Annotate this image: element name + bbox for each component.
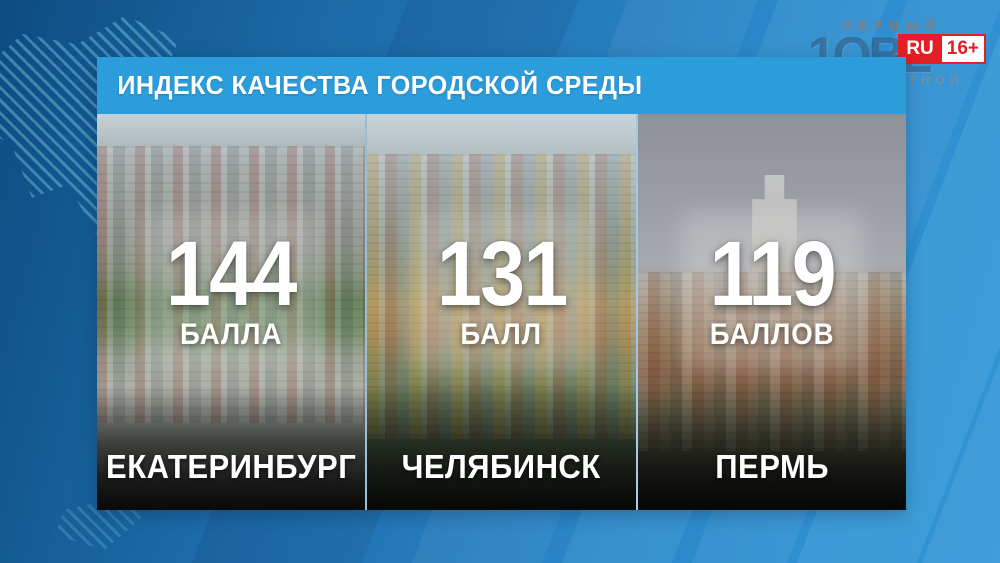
score-unit: БАЛЛА [179, 318, 283, 351]
score-value: 144 [166, 223, 298, 325]
score-value: 119 [709, 223, 836, 325]
city-card-perm: 119 БАЛЛОВ ПЕРМЬ [637, 114, 906, 510]
city-name: ЕКАТЕРИНБУРГ [106, 448, 357, 485]
city-card-yekaterinburg: 144 БАЛЛА ЕКАТЕРИНБУРГ [97, 114, 366, 510]
page-title: ИНДЕКС КАЧЕСТВА ГОРОДСКОЙ СРЕДЫ [117, 70, 643, 100]
channel-watermark: 1OBL ПЕРВЫЙ RU 16+ ОБЛАСТНОЙ [808, 6, 988, 98]
city-name: ПЕРМЬ [714, 448, 829, 485]
city-name: ЧЕЛЯБИНСК [401, 448, 602, 485]
score-unit: БАЛЛ [460, 318, 543, 351]
score-value: 131 [436, 223, 569, 325]
channel-name-top: ПЕРВЫЙ [842, 18, 943, 33]
infographic-panel: ИНДЕКС КАЧЕСТВА ГОРОДСКОЙ СРЕДЫ 144 БАЛЛ… [97, 57, 906, 510]
city-columns: 144 БАЛЛА ЕКАТЕРИНБУРГ 131 БАЛЛ ЧЕЛЯБИНС… [97, 114, 906, 510]
score-unit: БАЛЛОВ [709, 318, 835, 351]
country-badge: RU [900, 36, 940, 62]
score-block: 144 БАЛЛА [97, 223, 365, 351]
age-rating-badge: 16+ [941, 36, 984, 62]
city-card-chelyabinsk: 131 БАЛЛ ЧЕЛЯБИНСК [367, 114, 636, 510]
panel-header: ИНДЕКС КАЧЕСТВА ГОРОДСКОЙ СРЕДЫ [97, 57, 906, 114]
broadcast-badges: RU 16+ [898, 34, 986, 64]
score-block: 119 БАЛЛОВ [638, 223, 906, 351]
score-block: 131 БАЛЛ [367, 223, 635, 351]
